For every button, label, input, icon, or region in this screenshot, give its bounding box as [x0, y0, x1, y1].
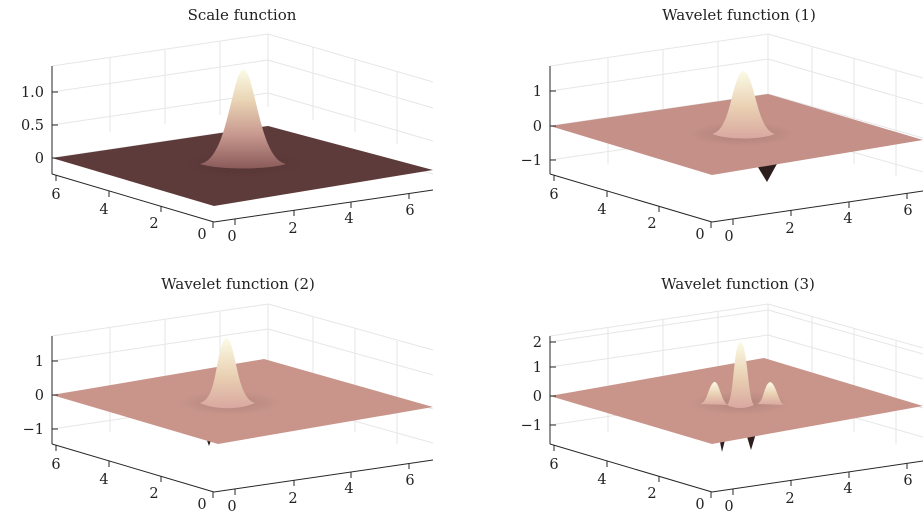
- z-tick-label: 1: [35, 354, 44, 370]
- y-tick-label: 2: [149, 486, 158, 502]
- x-tick-label: 2: [288, 221, 297, 237]
- y-axis: [51, 173, 215, 223]
- z-tick-label: 0.5: [21, 118, 44, 134]
- x-tick-label: 0: [227, 499, 236, 513]
- y-tick-label: 0: [695, 227, 704, 243]
- y-tick-label: 4: [597, 202, 606, 218]
- panel-wavelet-2: Wavelet function (2) 1 0: [23, 275, 434, 513]
- panel-title: Wavelet function (2): [161, 275, 315, 293]
- x-tick-label: 2: [785, 491, 794, 507]
- x-tick-label: 4: [344, 481, 353, 497]
- x-tick-label: 4: [843, 481, 852, 497]
- y-tick-label: 6: [549, 457, 558, 473]
- surface-side-lobe: [700, 381, 728, 405]
- panel-wavelet-3: Wavelet function (3): [521, 275, 923, 513]
- surface-peak: [200, 338, 255, 409]
- z-tick-label: 0: [533, 119, 542, 135]
- x-axis: [213, 189, 434, 223]
- y-tick-label: 0: [695, 497, 704, 513]
- z-tick-label: 1.0: [21, 85, 44, 101]
- surface-peak: [200, 69, 286, 169]
- x-tick-label: 4: [843, 211, 852, 227]
- x-axis: [213, 459, 434, 493]
- y-tick-label: 4: [99, 202, 108, 218]
- z-tick-label: 1: [533, 360, 542, 376]
- z-tick-label: 0: [533, 389, 542, 405]
- panel-title: Wavelet function (3): [661, 275, 815, 293]
- panel-title: Scale function: [188, 6, 297, 24]
- y-tick-label: 6: [51, 457, 60, 473]
- z-tick-label: 0: [35, 151, 44, 167]
- panel-title: Wavelet function (1): [662, 6, 816, 24]
- x-tick-label: 6: [405, 473, 414, 489]
- x-tick-label: 0: [724, 499, 733, 513]
- x-axis: [711, 460, 923, 493]
- y-tick-label: 2: [647, 486, 656, 502]
- y-tick-label: 2: [647, 216, 656, 232]
- z-tick-label: −1: [521, 153, 542, 169]
- x-tick-label: 0: [724, 229, 733, 245]
- z-tick-label: −1: [23, 422, 44, 438]
- surface-side-lobe: [757, 382, 784, 405]
- surface-peak: [727, 342, 754, 408]
- y-tick-label: 6: [51, 187, 60, 203]
- z-tick-label: 1: [533, 84, 542, 100]
- z-tick-label: −1: [521, 418, 542, 434]
- panel-wavelet-1: Wavelet function (1) 1 0: [521, 6, 923, 245]
- y-axis: [51, 443, 215, 493]
- surface-peak: [712, 71, 775, 139]
- x-tick-label: 0: [227, 229, 236, 245]
- x-tick-label: 2: [785, 221, 794, 237]
- y-axis: [549, 173, 713, 223]
- surface-trough: [756, 162, 778, 182]
- y-tick-label: 4: [597, 472, 606, 488]
- z-tick-label: 0: [35, 388, 44, 404]
- y-tick-label: 4: [99, 472, 108, 488]
- panel-scale-function: Scale function 1: [21, 6, 434, 245]
- x-tick-label: 6: [405, 203, 414, 219]
- y-axis: [549, 443, 713, 493]
- x-axis: [711, 190, 923, 223]
- x-tick-label: 2: [288, 491, 297, 507]
- y-tick-label: 2: [149, 216, 158, 232]
- x-tick-label: 6: [903, 473, 912, 489]
- y-tick-label: 0: [197, 227, 206, 243]
- y-tick-label: 6: [549, 187, 558, 203]
- y-tick-label: 0: [197, 497, 206, 513]
- x-tick-label: 4: [344, 211, 353, 227]
- x-tick-label: 6: [903, 203, 912, 219]
- z-tick-label: 2: [533, 335, 542, 351]
